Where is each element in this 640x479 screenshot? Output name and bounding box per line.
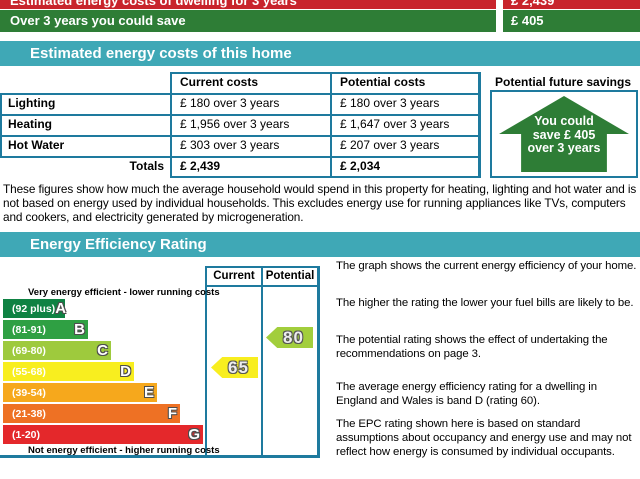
col-header-future-savings: Potential future savings xyxy=(494,75,632,89)
row-label-hot-water: Hot Water xyxy=(8,138,65,152)
chart-border-line xyxy=(205,266,207,458)
table-border-line xyxy=(0,156,481,158)
savings-arrow-text: You could save £ 405 over 3 years xyxy=(492,114,636,156)
table-border-line xyxy=(170,72,172,178)
band-e-range: (39-54) xyxy=(12,386,46,399)
cell-lighting-current: £ 180 over 3 years xyxy=(180,96,280,110)
table-border-line xyxy=(0,135,481,137)
cost-banner-clipped-value-cell: £ 2,439 xyxy=(503,0,640,9)
cost-banner-label: Estimated energy costs of dwelling for 3… xyxy=(10,0,297,8)
savings-arrow-line3: over 3 years xyxy=(527,141,601,155)
costs-disclaimer-text: These figures show how much the average … xyxy=(3,182,637,224)
band-e-letter: E xyxy=(143,384,154,401)
epc-band-e: (39-54) E xyxy=(3,383,157,402)
rating-paragraph-3: The potential rating shows the effect of… xyxy=(336,334,608,360)
chart-border-line xyxy=(261,266,263,458)
chart-border-line xyxy=(317,266,320,458)
cost-banner-value: £ 2,439 xyxy=(511,0,555,8)
chart-col-header-potential: Potential xyxy=(265,270,315,282)
current-rating-value: 65 xyxy=(228,357,249,377)
savings-arrow-line1: You could xyxy=(534,114,594,128)
savings-banner-value-cell: £ 405 xyxy=(503,10,640,32)
totals-current: £ 2,439 xyxy=(180,159,221,173)
chart-bottom-caption: Not energy efficient - higher running co… xyxy=(28,445,220,456)
band-d-letter: D xyxy=(120,363,131,380)
col-header-current-costs: Current costs xyxy=(180,75,259,89)
cell-hot-water-current: £ 303 over 3 years xyxy=(180,138,280,152)
epc-band-f: (21-38) F xyxy=(3,404,180,423)
epc-band-c: (69-80) C xyxy=(3,341,111,360)
epc-band-a: (92 plus) A xyxy=(3,299,67,318)
rating-paragraph-4: The average energy efficiency rating for… xyxy=(336,381,597,407)
band-f-range: (21-38) xyxy=(12,407,46,420)
savings-banner-label: Over 3 years you could save xyxy=(10,13,186,28)
potential-rating-value: 80 xyxy=(283,327,304,347)
row-label-heating: Heating xyxy=(8,117,53,131)
rating-paragraph-2: The higher the rating the lower your fue… xyxy=(336,297,634,309)
totals-label: Totals xyxy=(129,159,164,173)
table-border-line xyxy=(0,93,2,158)
table-border-line xyxy=(0,114,481,116)
cell-heating-potential: £ 1,647 over 3 years xyxy=(340,117,450,131)
band-g-letter: G xyxy=(188,426,200,443)
band-d-range: (55-68) xyxy=(12,365,46,378)
chart-border-line xyxy=(0,455,320,458)
savings-banner-value: £ 405 xyxy=(511,13,544,28)
cell-heating-current: £ 1,956 over 3 years xyxy=(180,117,290,131)
cell-lighting-potential: £ 180 over 3 years xyxy=(340,96,440,110)
savings-arrow-line2: save £ 405 xyxy=(532,127,596,142)
savings-banner: Over 3 years you could save xyxy=(0,10,496,32)
section-header-rating: Energy Efficiency Rating xyxy=(0,232,640,257)
cost-banner-clipped: Estimated energy costs of dwelling for 3… xyxy=(0,0,496,9)
table-border-line xyxy=(0,93,481,95)
band-b-range: (81-91) xyxy=(12,323,46,336)
chart-top-caption: Very energy efficient - lower running co… xyxy=(28,287,220,298)
future-savings-box: You could save £ 405 over 3 years xyxy=(490,90,638,178)
col-header-potential-costs: Potential costs xyxy=(340,75,426,89)
epc-band-d: (55-68) D xyxy=(3,362,134,381)
band-b-letter: B xyxy=(74,321,85,338)
band-g-range: (1-20) xyxy=(12,428,41,441)
current-rating-arrow: 65 xyxy=(211,357,258,378)
rating-paragraph-5: The EPC rating shown here is based on st… xyxy=(336,418,632,458)
rating-paragraph-1: The graph shows the current energy effic… xyxy=(336,260,637,272)
section-header-costs: Estimated energy costs of this home xyxy=(0,41,640,66)
row-label-lighting: Lighting xyxy=(8,96,56,110)
band-a-range: (92 plus) xyxy=(12,302,56,315)
band-f-letter: F xyxy=(167,405,177,422)
band-a-letter: A xyxy=(55,300,67,317)
table-border-line xyxy=(170,72,481,74)
table-border-line xyxy=(170,176,481,178)
cell-hot-water-potential: £ 207 over 3 years xyxy=(340,138,440,152)
chart-col-header-current: Current xyxy=(213,270,255,282)
table-border-line xyxy=(478,72,481,178)
table-border-line xyxy=(330,72,332,178)
epc-band-b: (81-91) B xyxy=(3,320,88,339)
band-c-range: (69-80) xyxy=(12,344,46,357)
totals-potential: £ 2,034 xyxy=(340,159,381,173)
band-c-letter: C xyxy=(97,342,108,359)
potential-rating-arrow: 80 xyxy=(266,327,313,348)
epc-band-g: (1-20) G xyxy=(3,425,203,444)
